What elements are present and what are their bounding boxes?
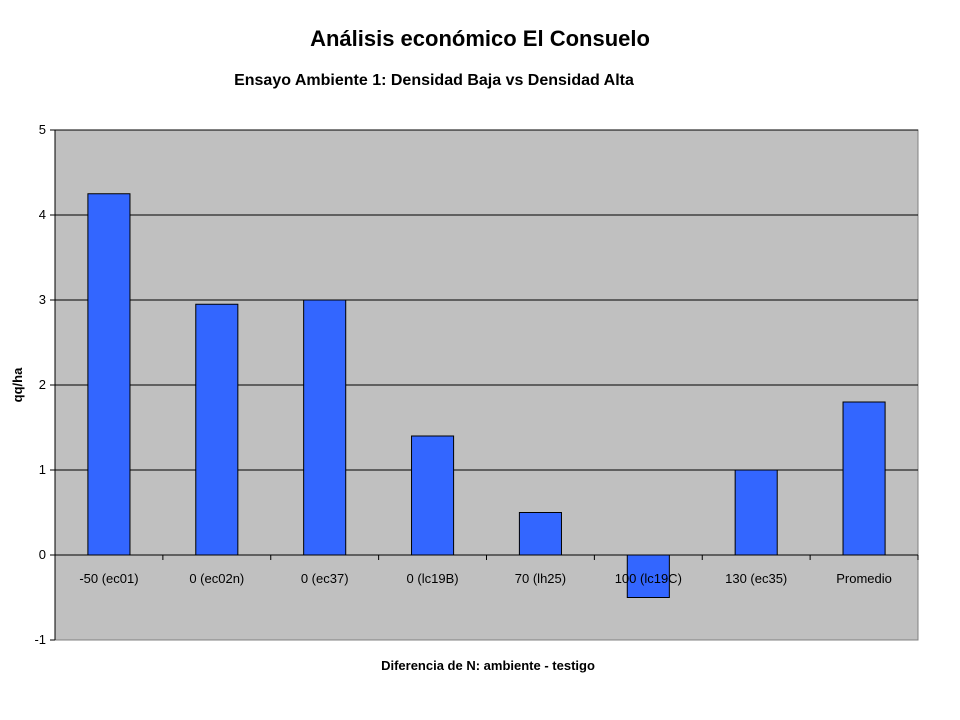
x-tick-label: 0 (lc19B) [407,571,459,586]
bar [411,435,455,556]
y-axis-label: qq/ha [10,367,25,402]
x-tick-label: 100 (lc19C) [615,571,682,586]
x-tick-label: -50 (ec01) [79,571,138,586]
bar [195,303,239,556]
y-tick-label: 4 [39,207,46,222]
y-tick-label: 2 [39,377,46,392]
bar [842,401,886,556]
y-tick-labels: -1 0 1 2 3 4 5 [34,122,46,647]
x-tick-label: 0 (ec02n) [189,571,244,586]
y-tick-label: 3 [39,292,46,307]
chart-title: Ensayo Ambiente 1: Densidad Baja vs Dens… [234,72,634,89]
x-axis-label: Diferencia de N: ambiente - testigo [381,658,595,673]
x-tick-label: Promedio [836,571,892,586]
bar [626,554,670,598]
bar-chart: -1 0 1 2 3 4 5 -50 (ec01) 0 (ec02n) 0 (ec37) 0 (l… [10,72,919,673]
axes [54,130,919,640]
chart-area: -1 0 1 2 3 4 5 -50 (ec01) 0 (ec02n) 0 (ec37) 0 (l… [6,60,932,682]
bar [734,469,778,556]
x-tick-labels: -50 (ec01) 0 (ec02n) 0 (ec37) 0 (lc19B) 70 (… [79,571,892,586]
x-tick-label: 70 (lh25) [515,571,566,586]
bar [87,193,131,556]
x-tick-label: 130 (ec35) [725,571,787,586]
y-tick-label: 0 [39,547,46,562]
y-tick-label: 5 [39,122,46,137]
bar [303,299,347,556]
bars [87,193,886,598]
page-title: Análisis económico El Consuelo [310,26,650,51]
y-tick-label: -1 [34,632,46,647]
y-tick-label: 1 [39,462,46,477]
x-tick-label: 0 (ec37) [301,571,349,586]
bar [518,512,562,556]
